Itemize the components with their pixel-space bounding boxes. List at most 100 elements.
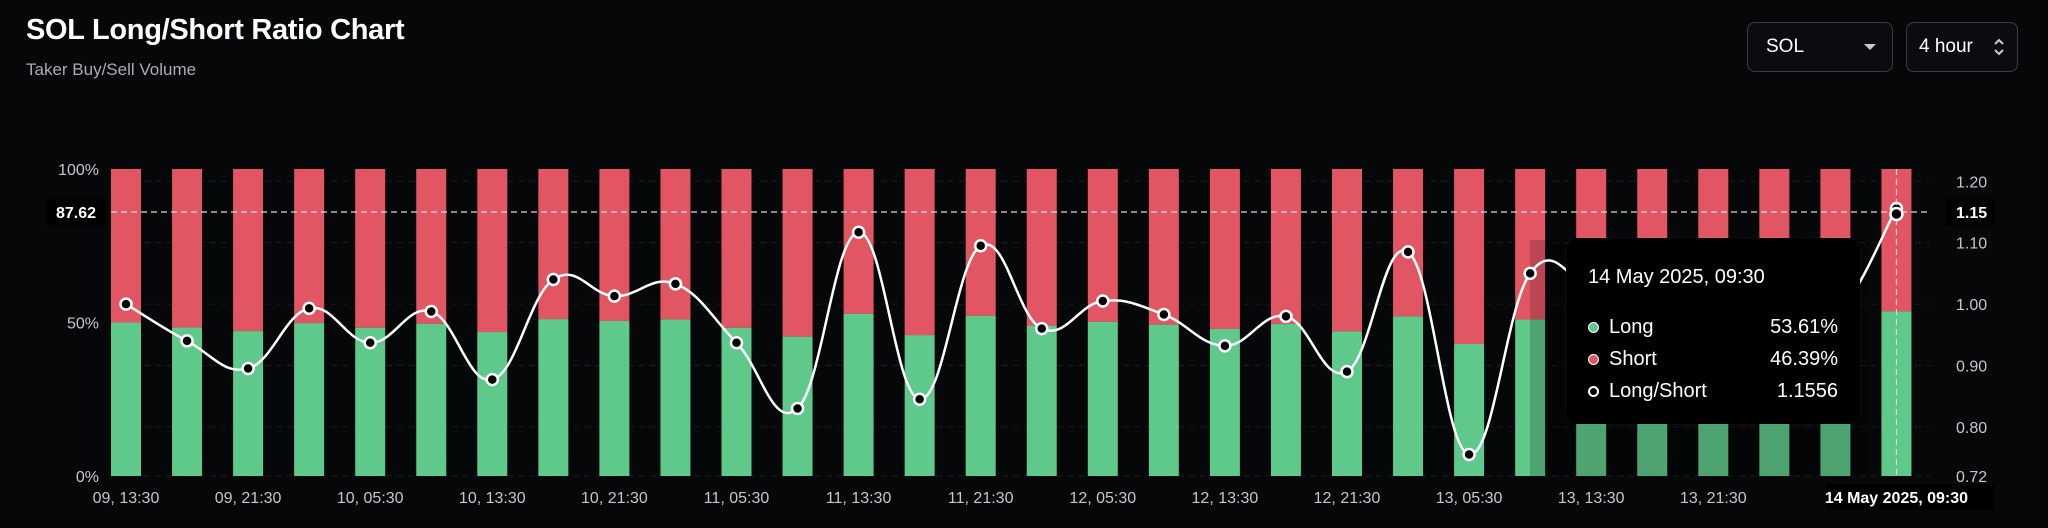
right-tick-label: 1.20 [1956,174,1987,191]
long-bar [1332,331,1362,476]
long-bar [1148,324,1179,476]
long-dot-icon [1588,321,1599,333]
tooltip: 14 May 2025, 09:30 Long 53.61% Short 46.… [1566,238,1860,424]
short-dot-icon [1588,353,1599,365]
long-bar [172,327,203,476]
x-tick-label: 12, 21:30 [1314,490,1381,507]
ratio-point [729,336,744,350]
crosshair-left-label-bg [46,198,106,225]
ratio-point [363,336,377,350]
long-bar [1515,319,1546,476]
ratio-point [424,304,438,319]
right-tick-label: 1.10 [1956,236,1987,253]
right-tick-label: 0.90 [1956,358,1987,375]
right-tick-label: 0.80 [1956,420,1987,437]
coin-select-value: SOL [1766,36,1805,57]
tooltip-date: 14 May 2025, 09:30 [1588,266,1765,288]
tooltip-label: Long/Short [1609,379,1707,402]
interval-select[interactable]: 4 hour [1906,22,2018,72]
ratio-point [180,334,194,348]
short-bar [538,169,569,320]
long-bar [843,313,874,476]
interval-select-value: 4 hour [1919,36,1973,57]
short-bar [172,169,203,328]
ratio-point [1340,364,1354,379]
short-bar [1454,169,1485,344]
tooltip-label: Long [1609,315,1654,338]
ratio-point [790,401,805,416]
long-bar [355,327,386,476]
long-bar [1393,316,1424,476]
long-bar [477,332,508,476]
x-tick-label: 13, 05:30 [1436,490,1503,507]
short-bar [416,169,447,324]
x-tick-label: 13, 21:30 [1680,490,1747,507]
short-bar [1332,169,1362,332]
ratio-point [1157,307,1171,322]
chart-title: SOL Long/Short Ratio Chart [26,14,405,46]
x-tick-label: 10, 05:30 [337,490,404,507]
ratio-point [546,272,561,287]
crosshair-x-label: 14 May 2025, 09:30 [1825,490,1968,507]
ratio-point [1401,245,1415,259]
long-bar [660,319,691,476]
short-bar [721,169,752,328]
long-bar [599,320,630,476]
x-tick-label: 11, 21:30 [948,490,1014,507]
x-tick-label: 10, 13:30 [459,490,526,507]
short-bar [355,169,386,328]
left-tick-label: 50% [67,316,99,333]
tooltip-row-ratio: Long/Short 1.1556 [1588,375,1838,407]
tooltip-label: Short [1609,347,1657,370]
x-tick-label: 10, 21:30 [581,490,648,507]
crosshair-left-label: 87.62 [56,205,96,222]
ratio-point [1523,266,1537,281]
ratio-point [668,277,683,291]
x-tick-label: 12, 05:30 [1069,490,1136,507]
ratio-point [912,392,927,406]
coin-select[interactable]: SOL [1747,22,1893,72]
ratio-line-path [125,207,1898,456]
short-bar [1209,169,1240,329]
tooltip-value: 1.1556 [1776,379,1838,402]
short-bar [660,169,691,320]
x-tick-label: 09, 13:30 [93,490,160,507]
x-tick-label: 11, 13:30 [826,490,892,507]
tooltip-row-long: Long 53.61% [1588,311,1838,343]
short-bar [1026,169,1057,326]
tooltip-value: 46.39% [1770,347,1838,370]
crosshair-right-label: 1.15 [1956,205,1987,222]
axes: 0% 50% 100% 0.72 0.80 0.90 1.00 1.10 1.20 09, 13:… [58,162,1987,507]
long-bar [1270,324,1301,476]
chevron-down-icon [1864,44,1876,50]
chart-subtitle: Taker Buy/Sell Volume [26,60,197,79]
updown-chevron-icon [1994,38,2004,56]
ratio-line [119,201,1904,462]
long-bar [1087,321,1118,476]
long-bar [294,323,325,476]
left-tick-label: 0% [76,469,99,486]
long-bar [965,315,996,476]
short-bar [1270,169,1301,325]
right-tick-label: 0.72 [1956,469,1987,486]
ratio-point [241,361,255,376]
ratio-point [1218,339,1232,353]
crosshair: 87.62 1.15 14 May 2025, 09:30 [46,169,1995,510]
long-bar [233,331,264,476]
ratio-dot-icon [1588,385,1599,397]
long-bar [721,327,752,476]
tooltip-value: 53.61% [1770,315,1838,338]
crosshair-right-label-bg [1945,198,1995,225]
ratio-point [1096,294,1110,308]
x-tick-label: 11, 05:30 [704,490,770,507]
ratio-point [1462,447,1476,462]
long-bar [1209,328,1240,476]
ratio-point [973,239,988,253]
left-tick-label: 100% [58,162,99,179]
short-bar [1148,169,1179,325]
ratio-point [119,297,133,311]
short-bar [782,169,813,337]
crosshair-point [1889,206,1904,222]
ratio-point [302,301,316,316]
short-bar [477,169,508,333]
